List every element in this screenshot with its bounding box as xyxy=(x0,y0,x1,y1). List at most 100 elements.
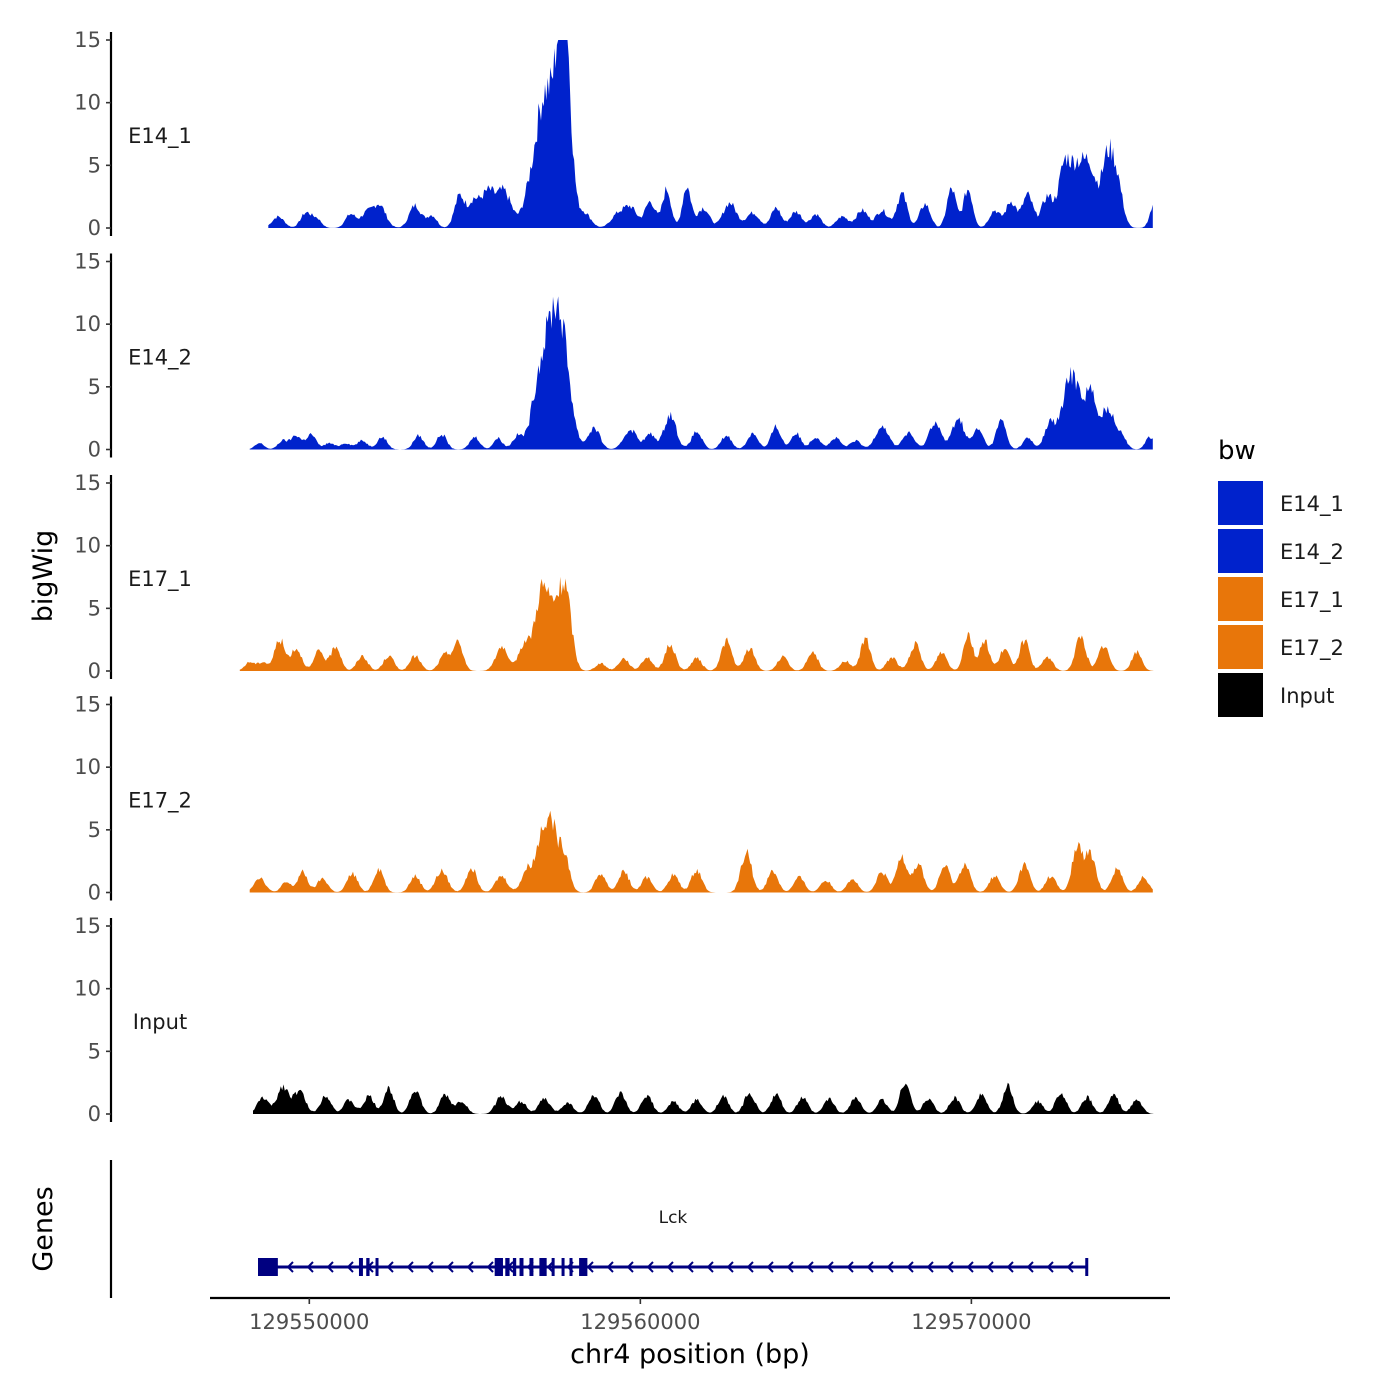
legend-swatch xyxy=(1218,625,1263,669)
exon xyxy=(561,1258,565,1276)
strand-arrow xyxy=(1026,1261,1034,1273)
strand-arrow xyxy=(586,1261,594,1273)
strand-arrow xyxy=(806,1261,814,1273)
y-tick-label: 0 xyxy=(88,1102,101,1126)
strand-arrow xyxy=(426,1261,434,1273)
exon xyxy=(358,1258,363,1276)
y-tick-label: 15 xyxy=(74,250,101,274)
exon xyxy=(512,1258,517,1276)
strand-arrow xyxy=(466,1261,474,1273)
legend-swatch xyxy=(1218,481,1263,525)
y-tick-label: 10 xyxy=(74,755,101,779)
strand-arrow xyxy=(446,1261,454,1273)
track-e17-1: 0 5 10 15 E17_1 xyxy=(74,471,1154,683)
legend-label: E17_2 xyxy=(1280,636,1344,661)
track-label: E14_1 xyxy=(128,124,192,149)
strand-arrow xyxy=(986,1261,994,1273)
y-tick-label: 5 xyxy=(88,596,101,620)
strand-arrow xyxy=(286,1261,294,1273)
y-tick-label: 5 xyxy=(88,818,101,842)
strand-arrow xyxy=(706,1261,714,1273)
y-tick-label: 15 xyxy=(74,28,101,52)
track-e17-2: 0 5 10 15 E17_2 xyxy=(74,693,1153,905)
strand-arrow xyxy=(346,1261,354,1273)
track-label: E17_1 xyxy=(128,567,192,592)
strand-arrow xyxy=(646,1261,654,1273)
y-tick-label: 0 xyxy=(88,881,101,905)
strand-arrow xyxy=(906,1261,914,1273)
strand-arrow xyxy=(1006,1261,1014,1273)
legend-label: Input xyxy=(1280,684,1334,708)
y-tick-label: 0 xyxy=(88,659,101,683)
y-axis-title: bigWig xyxy=(28,530,59,623)
coverage-area xyxy=(249,296,1153,450)
strand-arrow xyxy=(406,1261,414,1273)
x-tick-label: 129560000 xyxy=(580,1310,700,1334)
y-tick-label: 15 xyxy=(74,471,101,495)
track-label: E14_2 xyxy=(128,346,192,371)
y-tick-label: 10 xyxy=(74,977,101,1001)
legend-label: E14_2 xyxy=(1280,540,1344,565)
y-tick-label: 10 xyxy=(74,534,101,558)
exon xyxy=(494,1258,503,1276)
track-e14-2: 0 5 10 15 E14_2 xyxy=(74,250,1153,462)
exon xyxy=(519,1258,524,1276)
exon xyxy=(579,1258,588,1276)
exon xyxy=(529,1258,534,1276)
x-axis-title: chr4 position (bp) xyxy=(570,1339,810,1370)
strand-arrow xyxy=(786,1261,794,1273)
exon xyxy=(551,1258,555,1276)
strand-arrow xyxy=(666,1261,674,1273)
strand-arrow xyxy=(326,1261,334,1273)
exon xyxy=(258,1258,278,1276)
strand-arrow xyxy=(486,1261,494,1273)
x-tick-label: 129550000 xyxy=(249,1310,369,1334)
x-tick-label: 129570000 xyxy=(911,1310,1031,1334)
track-e14-1: 0 5 10 15 E14_1 xyxy=(74,28,1153,240)
track-input: 0 5 10 15 Input xyxy=(74,914,1154,1126)
strand-arrow xyxy=(766,1261,774,1273)
track-label: E17_2 xyxy=(128,789,192,814)
coverage-area xyxy=(239,576,1154,671)
coverage-area xyxy=(249,810,1153,893)
strand-arrow xyxy=(606,1261,614,1273)
gene-track-title: Genes xyxy=(28,1186,59,1271)
strand-arrow xyxy=(1046,1261,1054,1273)
legend-swatch xyxy=(1218,673,1263,717)
strand-arrow xyxy=(746,1261,754,1273)
y-tick-label: 0 xyxy=(88,216,101,240)
strand-arrow xyxy=(846,1261,854,1273)
strand-arrow xyxy=(726,1261,734,1273)
strand-arrow xyxy=(1066,1261,1074,1273)
strand-arrow xyxy=(946,1261,954,1273)
strand-arrow xyxy=(926,1261,934,1273)
y-tick-label: 15 xyxy=(74,693,101,717)
legend: bw E14_1 E14_2 E17_1 E17_2 Input xyxy=(1218,436,1344,717)
strand-arrow xyxy=(386,1261,394,1273)
legend-title: bw xyxy=(1218,436,1256,466)
legend-label: E17_1 xyxy=(1280,588,1344,613)
coverage-area xyxy=(253,1082,1154,1114)
exon xyxy=(366,1258,370,1276)
y-tick-label: 5 xyxy=(88,375,101,399)
exon xyxy=(375,1258,379,1276)
strand-arrow xyxy=(866,1261,874,1273)
exon xyxy=(505,1258,510,1276)
x-axis: 129550000 129560000 129570000 xyxy=(210,1296,1170,1334)
legend-swatch xyxy=(1218,529,1263,573)
exon xyxy=(569,1258,573,1276)
legend-label: E14_1 xyxy=(1280,492,1344,517)
strand-arrow xyxy=(686,1261,694,1273)
strand-arrow xyxy=(826,1261,834,1273)
strand-arrow xyxy=(886,1261,894,1273)
strand-arrow xyxy=(546,1261,554,1273)
strand-arrow xyxy=(966,1261,974,1273)
legend-swatch xyxy=(1218,577,1263,621)
track-label: Input xyxy=(133,1010,187,1034)
gene-track: Genes Lck xyxy=(28,1160,1089,1298)
strand-arrow xyxy=(626,1261,634,1273)
y-tick-label: 10 xyxy=(74,91,101,115)
coverage-area xyxy=(268,40,1153,228)
strand-arrow xyxy=(306,1261,314,1273)
